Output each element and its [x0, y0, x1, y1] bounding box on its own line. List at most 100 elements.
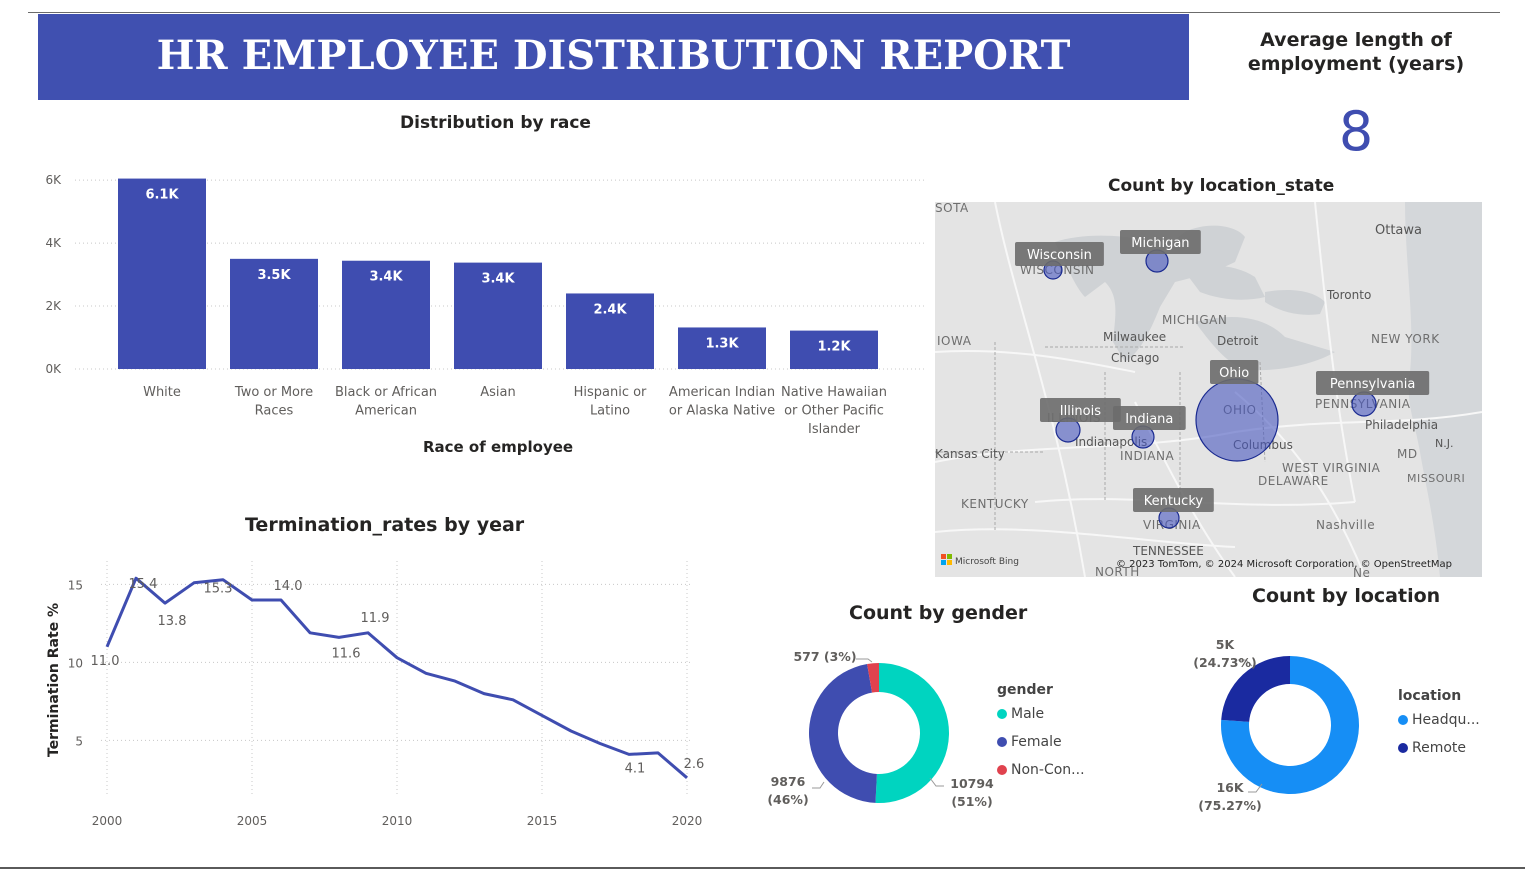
donut-data-label: (75.27%): [1198, 798, 1262, 813]
bar[interactable]: [454, 262, 542, 369]
termination-series-line[interactable]: [105, 576, 688, 779]
donut-data-label: 16K: [1216, 780, 1244, 795]
bar-category-label: American: [355, 404, 417, 419]
map-place-label: INDIANA: [1120, 449, 1174, 463]
bar-category-label: American Indian: [669, 385, 775, 400]
gender-legend: gender Male Female Non-Con...: [997, 682, 1085, 788]
map-road: [994, 202, 1086, 577]
bar-category-label: or Alaska Native: [669, 404, 775, 419]
bar-category-label: Races: [255, 404, 294, 419]
legend-item-nonconforming[interactable]: Non-Con...: [997, 760, 1085, 788]
line-ytick-label: 10: [68, 656, 83, 670]
state-tag-label: Kentucky: [1144, 494, 1204, 509]
top-divider: [28, 12, 1500, 13]
line-xtick-label: 2005: [237, 814, 268, 828]
bar-ytick-label: 2K: [45, 299, 62, 313]
bing-logo-square: [947, 560, 952, 565]
line-point-label: 11.6: [332, 646, 361, 661]
line-point-label: 14.0: [274, 579, 303, 594]
map-place-label: N.J.: [1435, 437, 1453, 450]
legend-label-male: Male: [1011, 706, 1045, 722]
line-point-label: 4.1: [625, 761, 646, 776]
state-tag: [1113, 406, 1186, 430]
bar[interactable]: [118, 178, 206, 369]
state-map[interactable]: SOTAOttawaWISCONSINTorontoMICHIGANMilwau…: [935, 202, 1482, 577]
map-place-label: TENNESSEE: [1132, 544, 1204, 558]
line-point-label: 11.0: [91, 654, 120, 669]
report-banner: HR EMPLOYEE DISTRIBUTION REPORT: [38, 14, 1189, 100]
line-y-axis-title: Termination Rate %: [46, 603, 62, 757]
bar-category-label: Asian: [480, 385, 515, 400]
female-swatch: [997, 737, 1007, 747]
line-xtick-label: 2015: [527, 814, 558, 828]
lake-ontario-shape: [1265, 290, 1325, 315]
legend-label-nonconforming: Non-Con...: [1011, 762, 1085, 778]
state-tag: [1133, 488, 1214, 512]
location-chart-title: Count by location: [1252, 585, 1441, 607]
donut-slice-male[interactable]: [875, 663, 950, 803]
bar[interactable]: [230, 258, 318, 369]
bar-category-label: Islander: [808, 422, 861, 437]
bar-category-label: Two or More: [234, 385, 313, 400]
legend-item-remote[interactable]: Remote: [1398, 738, 1480, 766]
donut-leader-line: [812, 781, 825, 789]
donut-leader-line: [1238, 659, 1253, 667]
state-bubble[interactable]: [1351, 391, 1377, 417]
line-point-label: 15.4: [129, 577, 158, 592]
remote-swatch: [1398, 743, 1408, 753]
legend-item-female[interactable]: Female: [997, 732, 1085, 760]
bar[interactable]: [342, 260, 430, 369]
donut-data-label: 577 (3%): [793, 649, 856, 664]
state-tag: [1210, 360, 1259, 384]
donut-slice-non-conforming[interactable]: [867, 663, 879, 693]
map-place-label: Ne: [1353, 566, 1370, 577]
race-bar-chart[interactable]: 0K 2K 4K 6K 6.1K White 3.5K Two or More Races 3.4…: [30, 165, 930, 465]
donut-slice-remote[interactable]: [1221, 656, 1290, 722]
map-place-label: Milwaukee: [1103, 330, 1166, 344]
donut-slice-headquarters[interactable]: [1221, 656, 1359, 794]
donut-data-label: (24.73%): [1193, 655, 1257, 670]
termination-line-chart[interactable]: 5 10 15 2000 2005 2010 2015 2020 11.0 15.4 13.8 15.…: [30, 545, 720, 845]
bing-logo-square: [941, 554, 946, 559]
line-point-label: 13.8: [158, 614, 187, 629]
bar[interactable]: [566, 293, 654, 369]
lake-huron-shape: [1185, 265, 1265, 300]
state-bubble[interactable]: [1195, 378, 1279, 462]
bar-data-label: 1.2K: [817, 340, 851, 355]
state-tag: [1120, 230, 1201, 254]
line-ytick-label: 5: [75, 734, 83, 748]
map-road: [1314, 202, 1356, 503]
gender-legend-title: gender: [997, 682, 1053, 698]
donut-data-label: (46%): [767, 792, 808, 807]
bar-data-label: 2.4K: [593, 302, 627, 317]
male-swatch: [997, 709, 1007, 719]
ocean-shape: [1405, 202, 1482, 577]
gender-donut-chart[interactable]: 10794 (51%) 9876 (46%) 577 (3%): [760, 640, 1000, 820]
bar-category-label: Native Hawaiian: [781, 385, 887, 400]
legend-label-remote: Remote: [1412, 740, 1467, 756]
donut-leader-line: [856, 658, 873, 663]
legend-item-male[interactable]: Male: [997, 704, 1085, 732]
map-title: Count by location_state: [1108, 176, 1335, 196]
bar[interactable]: [790, 330, 878, 369]
state-tag: [1316, 371, 1430, 395]
donut-slice-female[interactable]: [809, 664, 877, 803]
map-place-label: NORTH: [1095, 565, 1140, 577]
state-tag-label: Indiana: [1125, 412, 1173, 427]
map-place-label: Toronto: [1326, 288, 1371, 302]
bar-category-label: Hispanic or: [574, 385, 647, 400]
bar-data-label: 3.4K: [481, 272, 515, 287]
map-place-label: SOTA: [935, 202, 969, 215]
map-place-label: MICHIGAN: [1162, 313, 1227, 327]
bar[interactable]: [678, 327, 766, 369]
bar-ytick-label: 4K: [45, 236, 62, 250]
map-place-label: Chicago: [1111, 351, 1159, 365]
state-tag-label: Ohio: [1219, 366, 1249, 381]
location-donut-chart[interactable]: 16K (75.27%) 5K (24.73%): [1170, 630, 1400, 820]
bar-data-label: 3.4K: [369, 270, 403, 285]
map-attribution[interactable]: © 2023 TomTom, © 2024 Microsoft Corporat…: [1116, 559, 1452, 570]
legend-item-headquarters[interactable]: Headqu...: [1398, 710, 1480, 738]
map-road: [935, 528, 1236, 548]
donut-data-label: 9876: [771, 774, 806, 789]
bar-data-label: 6.1K: [145, 188, 179, 203]
